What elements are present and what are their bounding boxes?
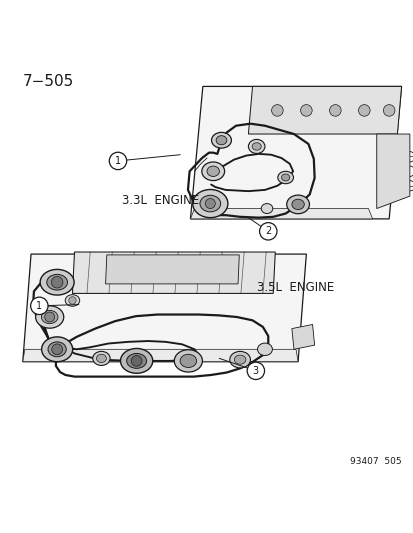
Ellipse shape <box>40 269 74 295</box>
Ellipse shape <box>65 295 79 306</box>
Ellipse shape <box>286 195 309 214</box>
Ellipse shape <box>229 351 250 368</box>
Polygon shape <box>376 134 409 208</box>
Circle shape <box>69 297 76 304</box>
Ellipse shape <box>48 342 66 357</box>
Circle shape <box>205 199 215 208</box>
Circle shape <box>259 223 276 240</box>
Ellipse shape <box>192 190 227 217</box>
Polygon shape <box>72 252 275 293</box>
Circle shape <box>131 356 142 366</box>
Ellipse shape <box>36 306 64 328</box>
Ellipse shape <box>252 143 261 150</box>
Ellipse shape <box>281 174 289 181</box>
Circle shape <box>52 344 62 354</box>
Circle shape <box>329 104 340 116</box>
Ellipse shape <box>41 337 73 362</box>
Polygon shape <box>190 208 372 219</box>
Ellipse shape <box>120 349 152 373</box>
Text: 1: 1 <box>115 156 121 166</box>
Text: 7−505: 7−505 <box>23 74 74 89</box>
Ellipse shape <box>41 310 58 324</box>
Ellipse shape <box>216 136 226 145</box>
Ellipse shape <box>47 274 67 290</box>
Circle shape <box>271 104 282 116</box>
Ellipse shape <box>211 132 231 148</box>
Ellipse shape <box>291 199 304 209</box>
Circle shape <box>300 104 311 116</box>
Polygon shape <box>291 325 314 349</box>
Ellipse shape <box>174 350 202 372</box>
Ellipse shape <box>199 195 220 212</box>
Ellipse shape <box>257 343 272 356</box>
Ellipse shape <box>206 166 219 176</box>
Text: 3.5L  ENGINE: 3.5L ENGINE <box>256 281 333 294</box>
Ellipse shape <box>96 354 106 362</box>
Polygon shape <box>190 86 401 219</box>
Polygon shape <box>105 255 239 284</box>
Circle shape <box>358 104 369 116</box>
Ellipse shape <box>277 171 293 184</box>
Text: 3: 3 <box>252 366 258 376</box>
Circle shape <box>51 277 63 288</box>
Ellipse shape <box>261 204 272 214</box>
Circle shape <box>247 362 264 379</box>
Ellipse shape <box>234 355 245 364</box>
Polygon shape <box>23 349 297 362</box>
Ellipse shape <box>202 162 224 181</box>
Ellipse shape <box>248 140 264 154</box>
Text: 1: 1 <box>36 301 42 311</box>
Ellipse shape <box>126 353 146 368</box>
Polygon shape <box>23 254 306 362</box>
Text: 3.3L  ENGINE: 3.3L ENGINE <box>122 194 199 207</box>
Circle shape <box>382 104 394 116</box>
Circle shape <box>31 297 48 314</box>
Text: 93407  505: 93407 505 <box>349 457 401 466</box>
Polygon shape <box>248 86 401 134</box>
Ellipse shape <box>180 354 196 368</box>
Ellipse shape <box>93 351 110 366</box>
Circle shape <box>45 312 55 322</box>
Circle shape <box>109 152 126 169</box>
Text: 2: 2 <box>264 227 271 236</box>
